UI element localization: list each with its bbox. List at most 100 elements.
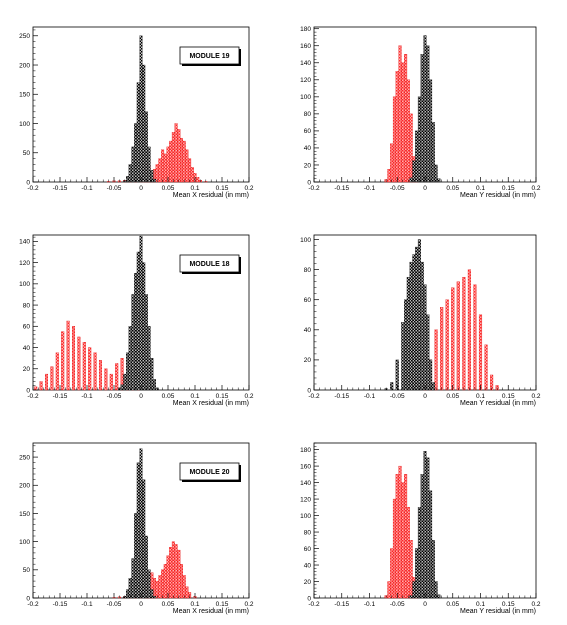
bar [484,344,488,391]
series-black [384,239,435,391]
x-tick-label: 0.05 [446,185,459,192]
bar [134,123,138,183]
x-tick-label: 0 [423,393,427,400]
bar [185,149,189,183]
bar [126,175,130,183]
bar [420,261,424,391]
bar [179,564,183,599]
bar [139,235,143,391]
bar [398,45,402,183]
bar [93,352,97,391]
y-tick-label: 150 [19,92,30,99]
y-tick-label: 60 [304,297,312,304]
panel-3: -0.2 -0.15 -0.1 -0.05 0 0.05 0.1 0.15 0.2 0 20 40 60… [19,234,254,407]
bar [136,462,140,599]
bar [182,575,186,599]
bar [174,123,178,183]
x-tick-label: 0 [423,601,427,608]
bar [131,294,135,391]
bar [136,251,140,391]
y-tick-label: 100 [19,121,30,128]
y-tick-label: 100 [300,237,311,244]
series-black [123,35,156,183]
bar [158,158,162,183]
legend-label: MODULE 18 [189,261,229,268]
y-tick-label: 120 [300,496,311,503]
bar [155,164,159,183]
series-red [384,45,419,183]
x-axis-label: Mean X residual (in mm) [173,400,249,407]
x-tick-label: -0.05 [390,393,405,400]
bar [185,586,189,599]
bar [166,146,170,183]
y-tick-label: 150 [19,511,30,518]
x-axis-label: Mean X residual (in mm) [173,192,249,199]
x-axis-label: Mean Y residual (in mm) [460,400,536,407]
y-tick-label: 80 [304,529,312,536]
bar [72,326,76,391]
bar [387,581,391,599]
x-tick-label: -0.1 [364,601,376,608]
bar [147,146,151,183]
x-tick-label: 0.2 [244,393,253,400]
bar [417,96,421,183]
bar [196,177,200,183]
bar [387,169,391,183]
bar [139,448,143,599]
bar [128,578,132,599]
bar [420,54,424,183]
bar [39,381,43,391]
bar [139,35,143,183]
bar [395,474,399,599]
x-tick-label: 0.15 [502,601,515,608]
series-red [423,269,499,391]
y-tick-label: 50 [23,150,31,157]
bar [412,160,416,183]
bar [144,111,148,183]
bar [398,465,402,599]
bar [190,167,194,183]
bar [467,269,471,391]
series-black [409,35,441,183]
x-tick-label: 0.2 [244,185,253,192]
panel-5: -0.2 -0.15 -0.1 -0.05 0 0.05 0.1 0.15 0.2 0 50 100 1… [19,442,254,615]
x-tick-label: 0.15 [502,393,515,400]
bar [415,548,419,599]
x-tick-label: 0.1 [190,185,199,192]
y-tick-label: 40 [23,345,31,352]
series-red [107,123,208,183]
series-black [117,235,159,391]
y-tick-label: 100 [19,539,30,546]
bar [126,589,130,599]
bar [423,35,427,183]
bar [409,595,413,599]
bar [147,569,151,599]
x-tick-label: -0.1 [364,185,376,192]
bar [409,261,413,391]
bar [66,320,70,391]
x-tick-label: 0.05 [446,393,459,400]
bar [404,299,408,391]
bar [163,153,167,183]
bar [104,368,108,391]
bar [142,64,146,183]
bar [158,575,162,599]
bar [426,45,430,183]
x-tick-label: 0.2 [531,185,540,192]
bar [392,96,397,183]
bar [404,474,408,599]
bar [177,549,181,599]
bar [169,547,173,599]
y-tick-label: 0 [26,179,30,186]
bar [152,178,156,183]
x-tick-label: -0.15 [334,393,349,400]
x-tick-label: -0.05 [107,185,122,192]
bar [131,558,135,599]
bar [142,479,146,599]
x-tick-label: -0.2 [308,393,320,400]
x-tick-label: -0.2 [27,185,39,192]
bar [55,352,59,391]
x-tick-label: -0.05 [390,185,405,192]
y-tick-label: 160 [300,463,311,470]
